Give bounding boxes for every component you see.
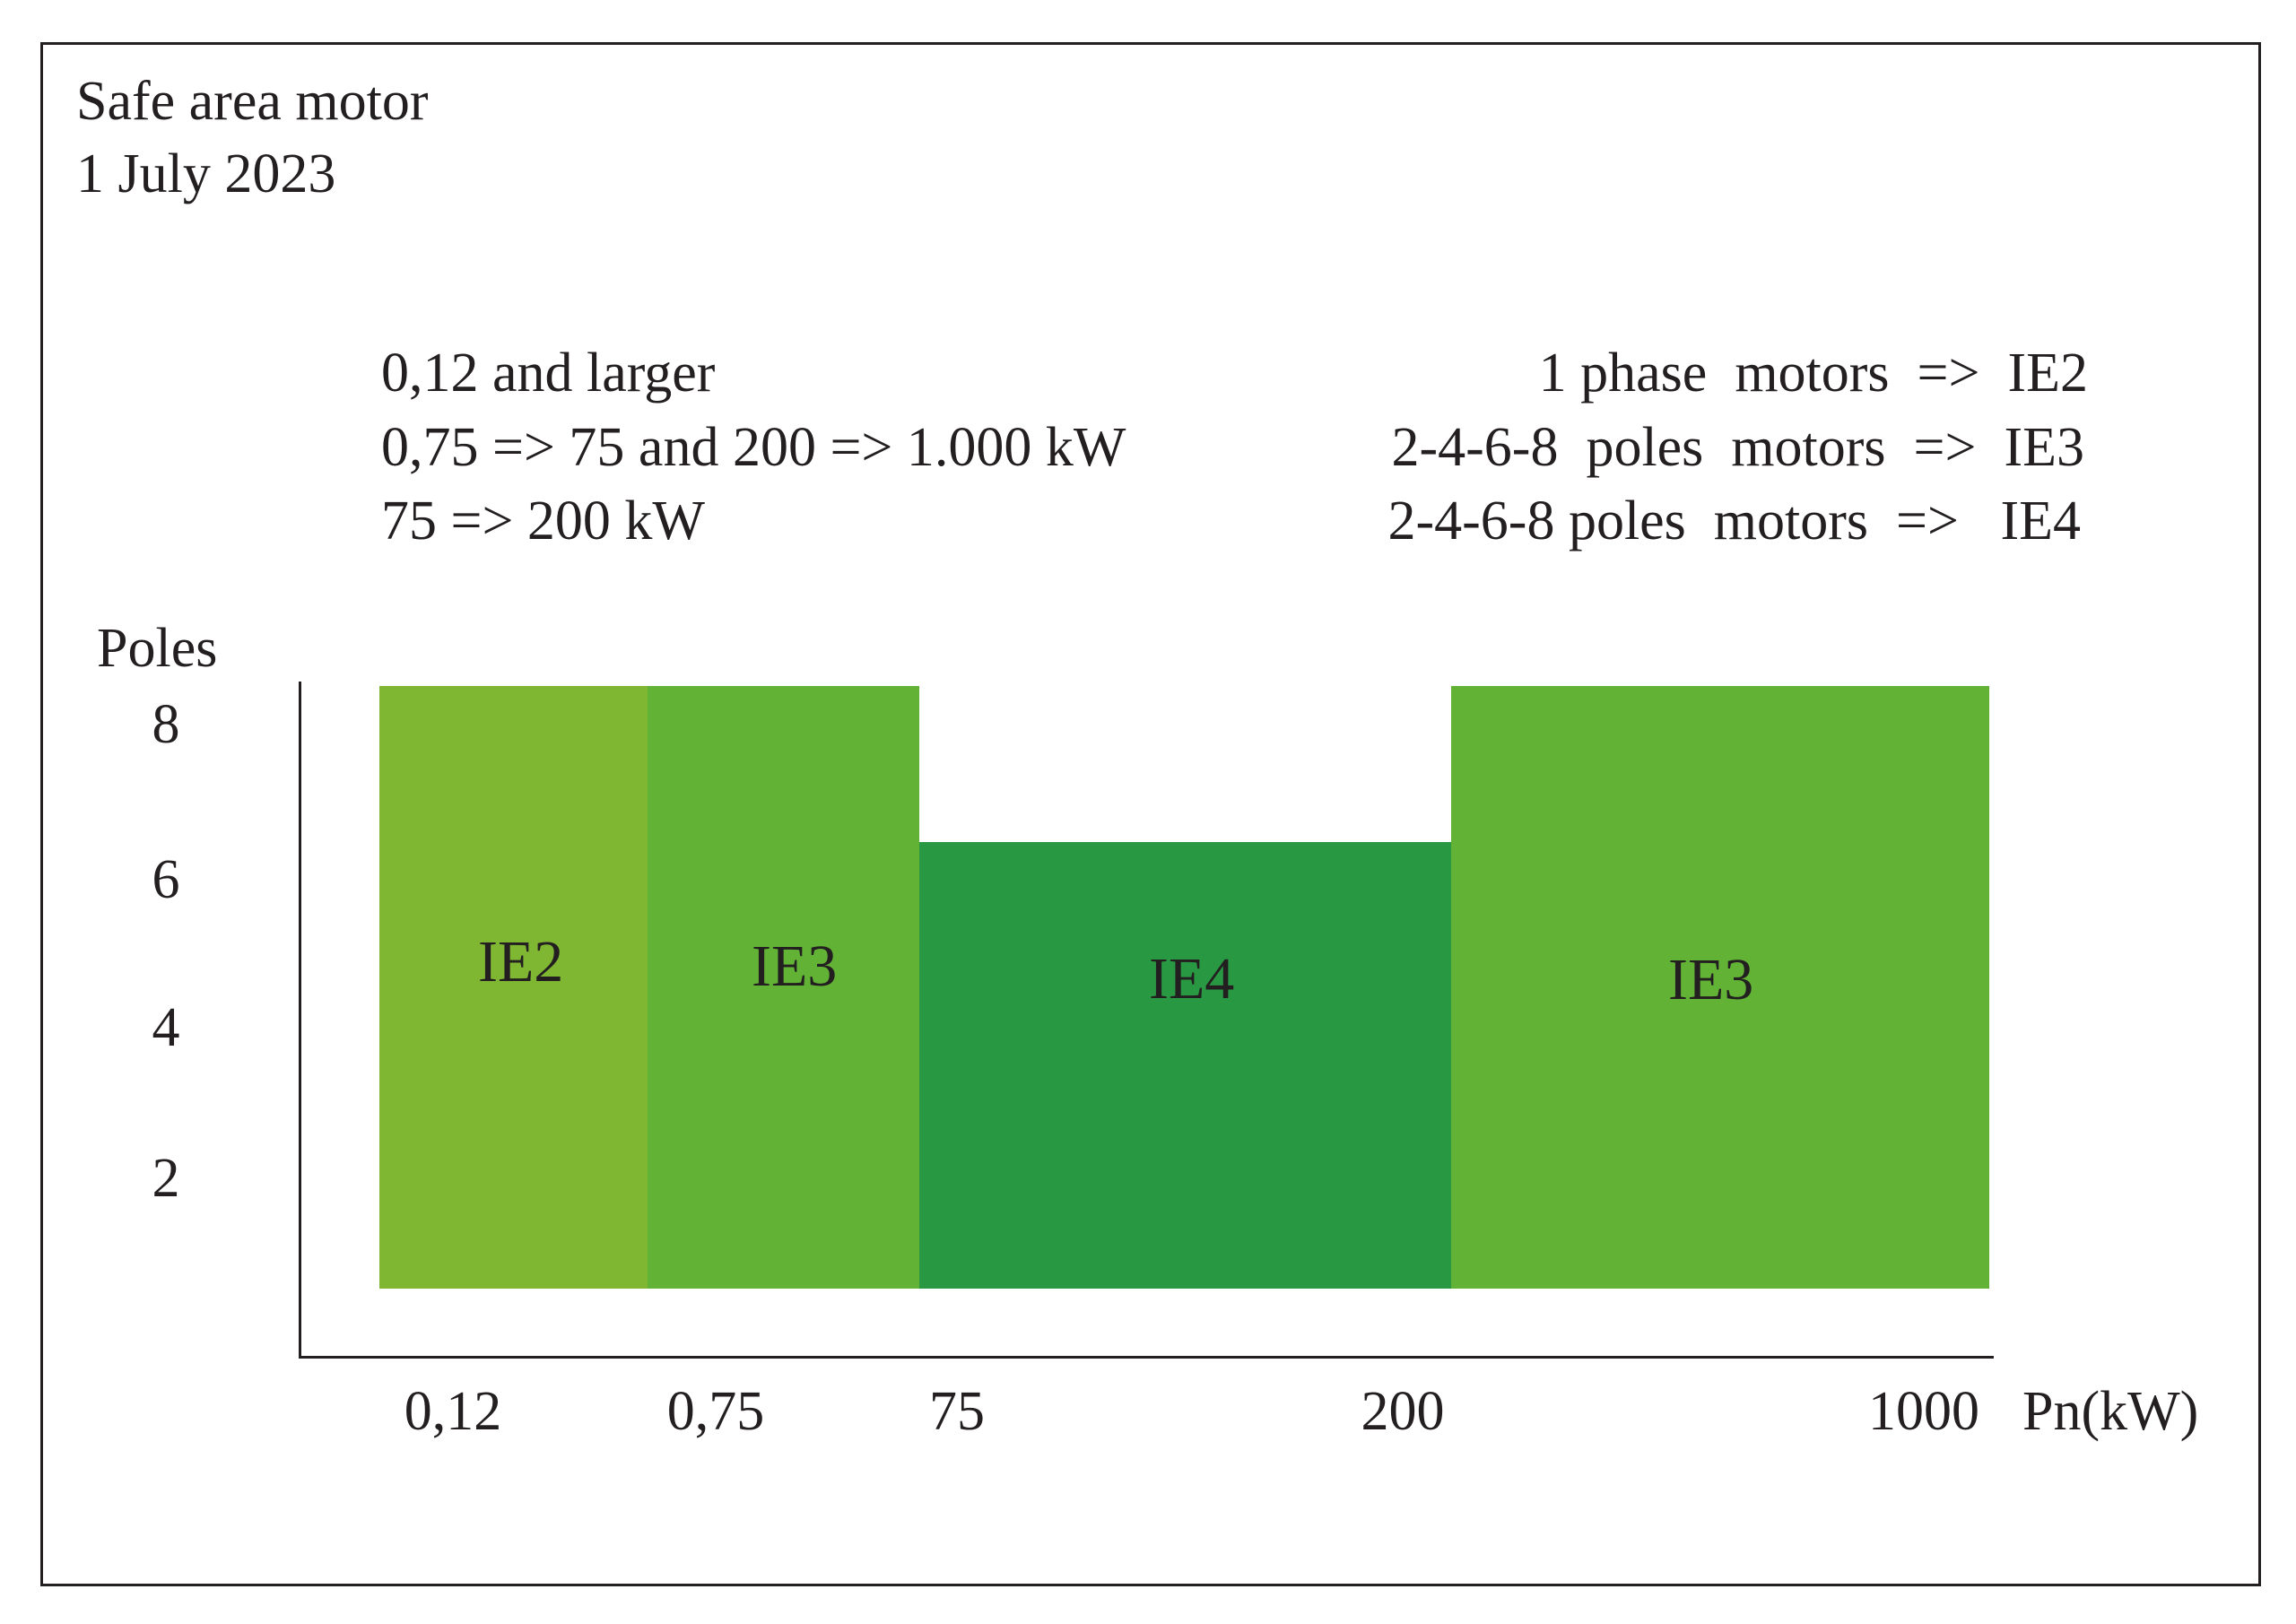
y-tick-6: 6	[152, 849, 180, 910]
zone-ie4-label: IE4	[1149, 946, 1235, 1012]
zone-ie3-high-label: IE3	[1668, 947, 1754, 1012]
y-tick-8: 8	[152, 694, 180, 755]
y-tick-2: 2	[152, 1148, 180, 1209]
x-tick-75: 75	[929, 1381, 985, 1442]
zone-ie4: IE4	[919, 842, 1451, 1289]
zone-ie3-low-label: IE3	[752, 934, 838, 999]
legend-range-3: 75 => 200 kW	[381, 491, 705, 551]
legend-range-2: 0,75 => 75 and 200 => 1.000 kW	[381, 417, 1126, 478]
zone-ie2-label: IE2	[478, 929, 564, 994]
x-tick-0-75: 0,75	[666, 1381, 765, 1442]
legend-rule-2: 2-4-6-8 poles motors => IE3	[1391, 417, 2085, 478]
x-tick-0-12: 0,12	[404, 1381, 502, 1442]
zone-ie3-high: IE3	[1451, 686, 1989, 1289]
x-tick-200: 200	[1361, 1381, 1445, 1442]
legend-rule-1: 1 phase motors => IE2	[1538, 343, 2088, 404]
x-axis-line	[299, 1356, 1994, 1359]
y-axis-label: Poles	[97, 618, 218, 679]
y-tick-4: 4	[152, 997, 180, 1058]
zone-ie3-low: IE3	[648, 686, 919, 1289]
diagram-title: Safe area motor	[76, 71, 429, 132]
x-axis-label: Pn(kW)	[2022, 1381, 2199, 1442]
legend-rule-3: 2-4-6-8 poles motors => IE4	[1387, 491, 2082, 551]
y-axis-line	[299, 682, 301, 1359]
legend-range-1: 0,12 and larger	[381, 343, 716, 404]
x-tick-1000: 1000	[1868, 1381, 1979, 1442]
diagram-frame	[40, 42, 2261, 1586]
zone-ie2: IE2	[379, 686, 648, 1289]
diagram-date: 1 July 2023	[76, 143, 336, 204]
